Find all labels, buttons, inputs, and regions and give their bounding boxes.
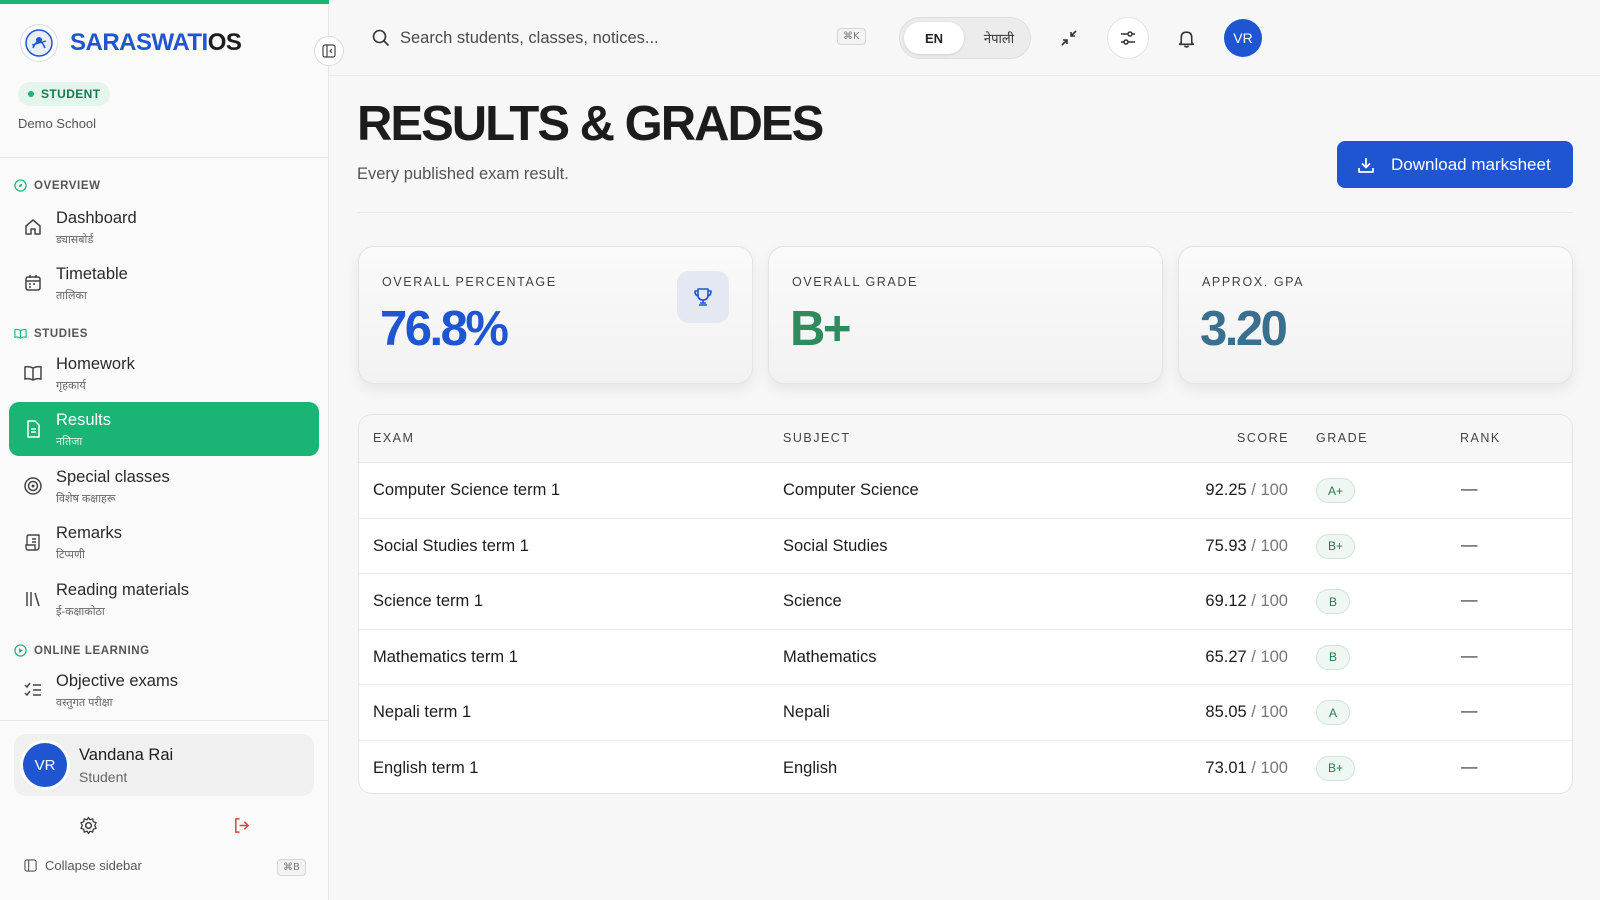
- results-table: EXAM SUBJECT SCORE GRADE RANK Computer S…: [358, 414, 1573, 794]
- stat-card-percentage: OVERALL PERCENTAGE 76.8%: [358, 246, 753, 384]
- sidebar-divider: [0, 157, 329, 158]
- sidebar-collapse-toggle[interactable]: [314, 36, 344, 66]
- target-icon: [22, 475, 44, 497]
- search-icon: [371, 28, 391, 53]
- gear-icon: [79, 816, 97, 834]
- sidebar-accent-bar: [0, 0, 329, 4]
- sidebar-item-homework[interactable]: Homework गृहकार्य: [9, 346, 319, 400]
- collapse-shortcut: ⌘B: [277, 859, 306, 876]
- lang-nepali-option[interactable]: नेपाली: [983, 31, 1015, 46]
- scroll-icon: [22, 531, 44, 553]
- page-subtitle: Every published exam result.: [357, 165, 569, 183]
- minimize-button[interactable]: [1048, 17, 1090, 59]
- section-studies: STUDIES: [14, 327, 88, 340]
- collapse-sidebar-button[interactable]: Collapse sidebar: [24, 858, 142, 873]
- sidebar-item-timetable[interactable]: Timetable तालिका: [9, 256, 319, 310]
- status-dot-icon: [28, 91, 34, 97]
- avatar: VR: [23, 743, 67, 787]
- logout-button[interactable]: [228, 812, 254, 838]
- school-name: Demo School: [18, 116, 97, 131]
- grade-badge: A+: [1316, 478, 1356, 503]
- calendar-icon: [22, 272, 44, 294]
- sidebar-toggle-icon: [24, 859, 37, 872]
- table-row[interactable]: Social Studies term 1 Social Studies 75.…: [359, 519, 1572, 574]
- bell-icon: [1178, 30, 1194, 48]
- stat-card-gpa: APPROX. GPA 3.20: [1178, 246, 1573, 384]
- grade-badge: B: [1316, 644, 1350, 670]
- search-shortcut: ⌘K: [837, 28, 866, 45]
- user-card[interactable]: VR Vandana Rai Student: [14, 734, 314, 796]
- brand[interactable]: SARASWATIOS: [20, 24, 242, 62]
- table-row[interactable]: English term 1 English 73.01 / 100 B+ —: [359, 741, 1572, 794]
- library-icon: [22, 588, 44, 610]
- language-toggle[interactable]: EN नेपाली: [899, 17, 1031, 59]
- download-marksheet-button[interactable]: Download marksheet: [1337, 141, 1573, 188]
- search-input[interactable]: [400, 24, 820, 52]
- sidebar-item-objective-exams[interactable]: Objective exams वस्तुगत परीक्षा: [9, 663, 319, 717]
- sidebar: SARASWATIOS STUDENT Demo School OVERVIEW…: [0, 0, 329, 900]
- play-circle-icon: [14, 644, 27, 657]
- checklist-icon: [22, 679, 44, 701]
- grade-badge: A: [1316, 700, 1350, 725]
- logout-icon: [234, 817, 249, 833]
- table-row[interactable]: Mathematics term 1 Mathematics 65.27 / 1…: [359, 630, 1572, 685]
- page-title: RESULTS & GRADES: [357, 97, 824, 151]
- sidebar-toggle-icon: [322, 44, 336, 58]
- section-overview: OVERVIEW: [14, 179, 101, 192]
- book-open-icon: [22, 362, 44, 384]
- sidebar-item-special-classes[interactable]: Special classes विशेष कक्षाहरू: [9, 459, 319, 513]
- document-icon: [22, 418, 44, 440]
- stat-card-grade: OVERALL GRADE B+: [768, 246, 1163, 384]
- avatar[interactable]: VR: [1224, 19, 1262, 57]
- lang-en-option[interactable]: EN: [904, 22, 964, 54]
- table-row[interactable]: Science term 1 Science 69.12 / 100 B —: [359, 574, 1572, 630]
- minimize-arrows-icon: [1061, 30, 1077, 46]
- sidebar-item-results[interactable]: Results नतिजा: [9, 402, 319, 456]
- sidebar-item-remarks[interactable]: Remarks टिप्पणी: [9, 515, 319, 569]
- settings-button[interactable]: [75, 812, 101, 838]
- role-badge: STUDENT: [18, 82, 111, 106]
- table-row[interactable]: Computer Science term 1 Computer Science…: [359, 463, 1572, 519]
- user-name: Vandana Rai: [79, 746, 174, 764]
- sidebar-item-reading-materials[interactable]: Reading materials ई-कक्षाकोठा: [9, 572, 319, 626]
- grade-badge: B+: [1316, 755, 1356, 781]
- notifications-button[interactable]: [1165, 17, 1207, 59]
- sidebar-divider: [0, 720, 329, 721]
- header-divider: [357, 212, 1573, 213]
- trophy-icon: [677, 271, 729, 323]
- sliders-icon: [1121, 31, 1135, 45]
- preferences-button[interactable]: [1107, 17, 1149, 59]
- school-logo-icon: [20, 24, 58, 62]
- sidebar-item-dashboard[interactable]: Dashboard ड्यासबोर्ड: [9, 200, 319, 254]
- brand-name: SARASWATIOS: [70, 29, 242, 56]
- book-open-icon: [14, 328, 27, 339]
- table-header: EXAM SUBJECT SCORE GRADE RANK: [359, 415, 1572, 463]
- section-online-learning: ONLINE LEARNING: [14, 644, 150, 657]
- table-row[interactable]: Nepali term 1 Nepali 85.05 / 100 A —: [359, 685, 1572, 741]
- home-icon: [22, 216, 44, 238]
- grade-badge: B+: [1316, 533, 1356, 559]
- stat-value: 3.20: [1200, 302, 1288, 356]
- stat-value: B+: [790, 302, 852, 356]
- compass-icon: [14, 179, 27, 192]
- user-role: Student: [79, 769, 128, 785]
- grade-badge: B: [1316, 589, 1350, 614]
- stat-value: 76.8%: [380, 302, 509, 356]
- download-icon: [1358, 157, 1374, 173]
